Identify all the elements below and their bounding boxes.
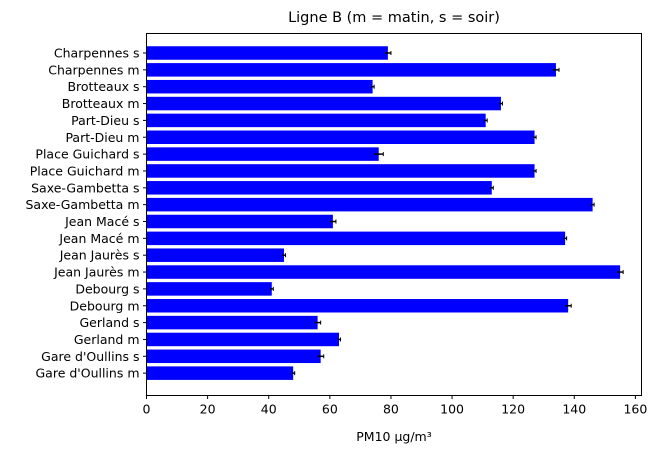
y-tick-label: Charpennes m [48,62,139,77]
chart-title: Ligne B (m = matin, s = soir) [288,10,500,26]
bar-place-guichard-s [146,147,379,161]
bar-place-guichard-m [146,164,535,178]
bar-part-dieu-m [146,130,535,144]
x-tick-label: 120 [501,402,525,417]
bar-charpennes-s [146,46,388,60]
bar-jean-mace-s [146,214,333,229]
y-tick-label: Place Guichard s [35,147,139,162]
bar-part-dieu-s [146,113,486,128]
y-tick-label: Saxe-Gambetta s [31,180,139,195]
x-axis: 0 20 40 60 80 100 120 140 160 [143,395,647,417]
bar-gare-d-oullins-s [146,349,321,364]
x-axis-label: PM10 µg/m³ [356,429,432,444]
y-tick-label: Gerland s [80,315,140,330]
x-tick-label: 0 [143,402,151,417]
y-tick-label: Jean Macé m [58,231,139,246]
bar-brotteaux-m [146,96,501,111]
bar-jean-jaures-s [146,248,284,262]
y-tick-label: Charpennes s [54,46,140,61]
x-tick-label: 100 [440,402,464,417]
y-tick-label: Brotteaux s [67,79,139,94]
bar-charpennes-m [146,63,556,77]
y-tick-label: Brotteaux m [62,96,140,111]
y-tick-label: Part-Dieu s [71,113,139,128]
bar-jean-mace-m [146,231,566,246]
y-tick-label: Debourg m [70,298,140,313]
y-tick-label: Jean Jaurès m [53,265,139,280]
y-tick-label: Debourg s [75,281,139,296]
bar-gare-d-oullins-m [146,366,294,380]
x-tick-label: 40 [261,402,277,417]
y-tick-label: Jean Macé s [64,214,139,229]
x-tick-label: 20 [200,402,216,417]
y-tick-label: Saxe-Gambetta m [25,197,139,212]
bar-brotteaux-s [146,79,373,94]
y-tick-label: Jean Jaurès s [59,248,140,263]
bar-saxe-gambetta-m [146,197,593,212]
y-tick-label: Gerland m [74,332,140,347]
bar-gerland-s [146,315,318,330]
x-tick-label: 160 [623,402,647,417]
y-tick-label: Place Guichard m [30,163,140,178]
bar-gerland-m [146,332,339,347]
error-bars-layer [270,51,624,376]
bar-saxe-gambetta-s [146,181,492,195]
x-tick-label: 80 [383,402,399,417]
bar-jean-jaures-m [146,265,621,279]
y-tick-label: Gare d'Oullins s [41,349,139,364]
x-tick-label: 60 [322,402,338,417]
bar-debourg-s [146,282,272,296]
x-tick-label: 140 [562,402,586,417]
y-tick-label: Gare d'Oullins m [35,366,139,381]
bars-layer [146,46,621,380]
bar-debourg-m [146,299,569,313]
plot-frame [146,33,642,396]
y-tick-label: Part-Dieu m [65,130,139,145]
